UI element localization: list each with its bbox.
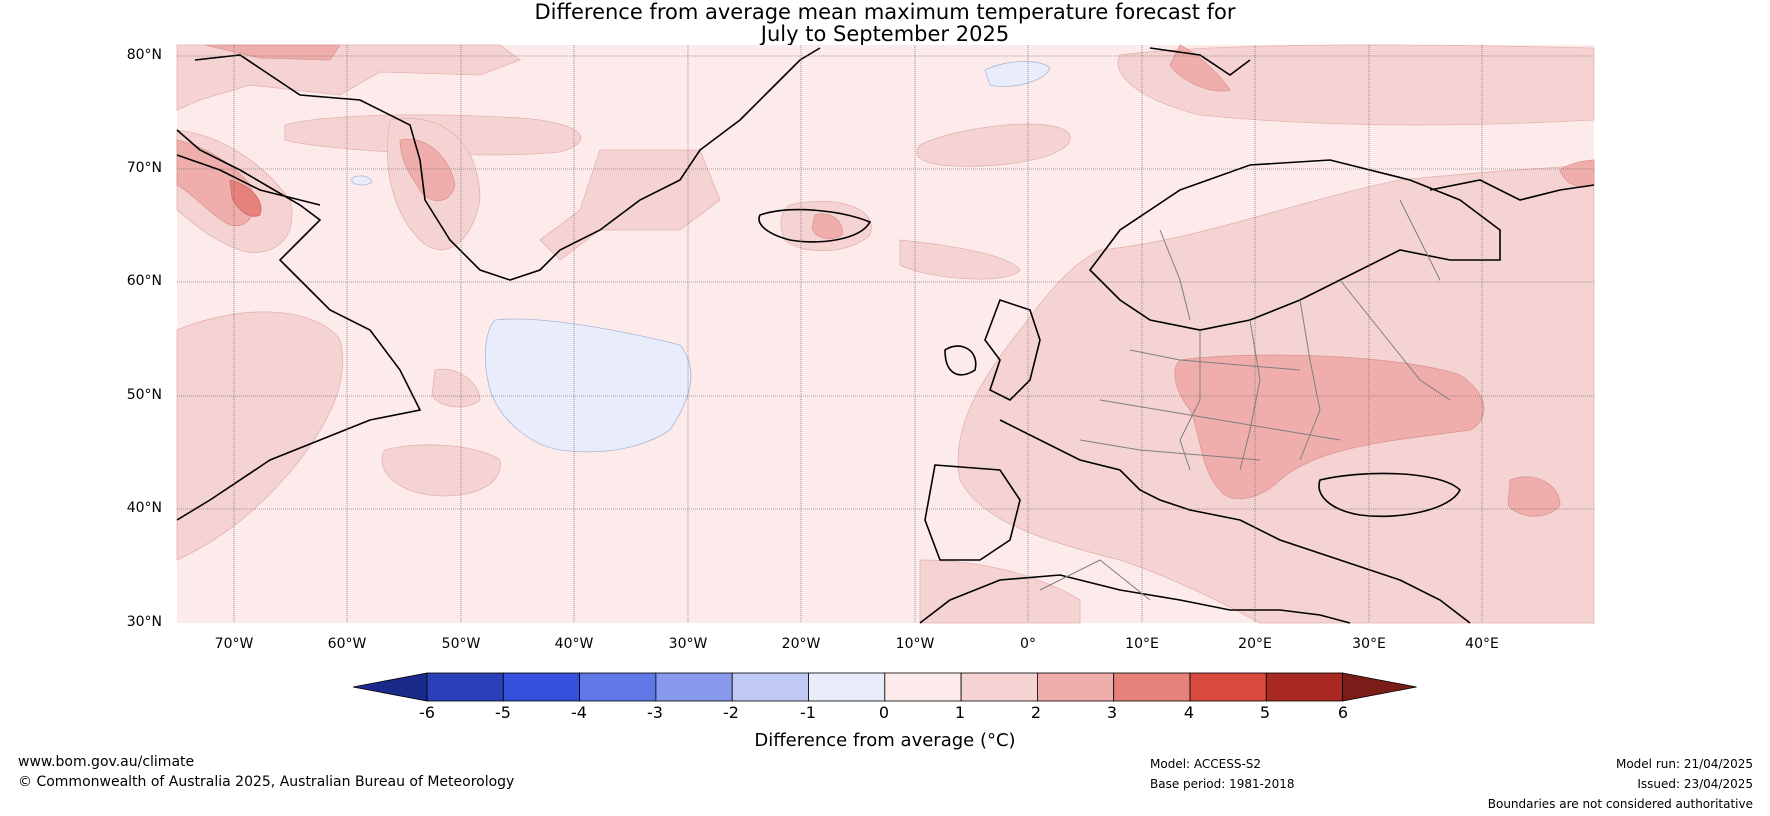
colorbar-tick: -5: [495, 703, 511, 722]
russia-north-coast: [1429, 179, 1595, 201]
colorbar-segment: [426, 672, 504, 702]
greenland-coast: [194, 47, 821, 281]
colorbar: [352, 672, 1417, 702]
model-name: Model: ACCESS-S2: [1150, 757, 1262, 771]
colorbar-tick: 2: [1030, 703, 1042, 722]
lon-label-50w: 50°W: [441, 636, 481, 652]
lat-label-30n: 30°N: [126, 614, 162, 630]
colorbar-segment: [884, 672, 962, 702]
africa-coast: [919, 574, 1351, 624]
colorbar-tick: 1: [954, 703, 966, 722]
colorbar-segment: [960, 672, 1038, 702]
colorbar-tick: -1: [800, 703, 816, 722]
europe-coast: [999, 419, 1471, 624]
colorbar-title: Difference from average (°C): [754, 730, 1016, 751]
colorbar-extend-high: [1342, 672, 1417, 702]
map-title-line1: Difference from average mean maximum tem…: [534, 0, 1236, 24]
colorbar-segment: [808, 672, 886, 702]
lat-label-60n: 60°N: [126, 273, 162, 289]
colorbar-tick: -4: [571, 703, 587, 722]
anomaly-zones-2-3: [176, 44, 1595, 517]
colorbar-segment: [579, 672, 657, 702]
anomaly-zones-3-4: [229, 179, 262, 217]
iceland-coast: [758, 208, 872, 243]
canada-coast: [176, 129, 422, 521]
model-run-date: Model run: 21/04/2025: [1615, 757, 1753, 771]
colorbar-tick: 0: [878, 703, 890, 722]
lat-label-50n: 50°N: [126, 387, 162, 403]
colorbar-tick: 5: [1259, 703, 1271, 722]
colorbar-tick: 6: [1337, 703, 1349, 722]
lon-label-40w: 40°W: [554, 636, 594, 652]
lon-label-20e: 20°E: [1238, 636, 1272, 652]
black-sea-coast: [1318, 472, 1461, 518]
colorbar-tick: -2: [723, 703, 739, 722]
anomaly-zones-negative: [351, 61, 1051, 453]
lon-label-20w: 20°W: [781, 636, 821, 652]
lon-label-10e: 10°E: [1125, 636, 1159, 652]
country-borders: [1039, 199, 1451, 601]
colorbar-segment: [731, 672, 809, 702]
lon-label-30e: 30°E: [1352, 636, 1386, 652]
colorbar-tick: -6: [419, 703, 435, 722]
scandinavia-coast: [1088, 159, 1501, 331]
lon-label-70w: 70°W: [214, 636, 254, 652]
lon-label-40e: 40°E: [1465, 636, 1499, 652]
boundaries-disclaimer: Boundaries are not considered authoritat…: [1487, 797, 1753, 811]
base-period: Base period: 1981-2018: [1150, 777, 1295, 791]
issued-date: Issued: 23/04/2025: [1637, 777, 1753, 791]
lat-label-70n: 70°N: [126, 160, 162, 176]
lon-label-0: 0°: [1020, 636, 1036, 652]
svalbard-coast: [1149, 47, 1251, 76]
lat-label-80n: 80°N: [126, 47, 162, 63]
colorbar-segment: [655, 672, 733, 702]
colorbar-segment: [1265, 672, 1344, 702]
lon-label-30w: 30°W: [668, 636, 708, 652]
colorbar-tick: 3: [1106, 703, 1118, 722]
uk-ireland-coast: [944, 298, 1041, 401]
coastlines: [176, 47, 1595, 624]
colorbar-segment: [502, 672, 580, 702]
colorbar-segment: [1189, 672, 1267, 702]
colorbar-segment: [1037, 672, 1115, 702]
copyright-text: © Commonwealth of Australia 2025, Austra…: [18, 774, 515, 790]
colorbar-segment: [1113, 672, 1191, 702]
lon-label-60w: 60°W: [327, 636, 367, 652]
colorbar-tick: 4: [1183, 703, 1195, 722]
colorbar-tick: -3: [647, 703, 663, 722]
map-title-line2: July to September 2025: [760, 22, 1010, 46]
lon-label-10w: 10°W: [895, 636, 935, 652]
lat-label-40n: 40°N: [126, 500, 162, 516]
website-link[interactable]: www.bom.gov.au/climate: [18, 754, 195, 770]
iberia-coast: [924, 464, 1021, 561]
colorbar-extend-low: [352, 672, 428, 702]
baffin-coast: [176, 154, 321, 206]
gridlines: [177, 45, 1594, 623]
